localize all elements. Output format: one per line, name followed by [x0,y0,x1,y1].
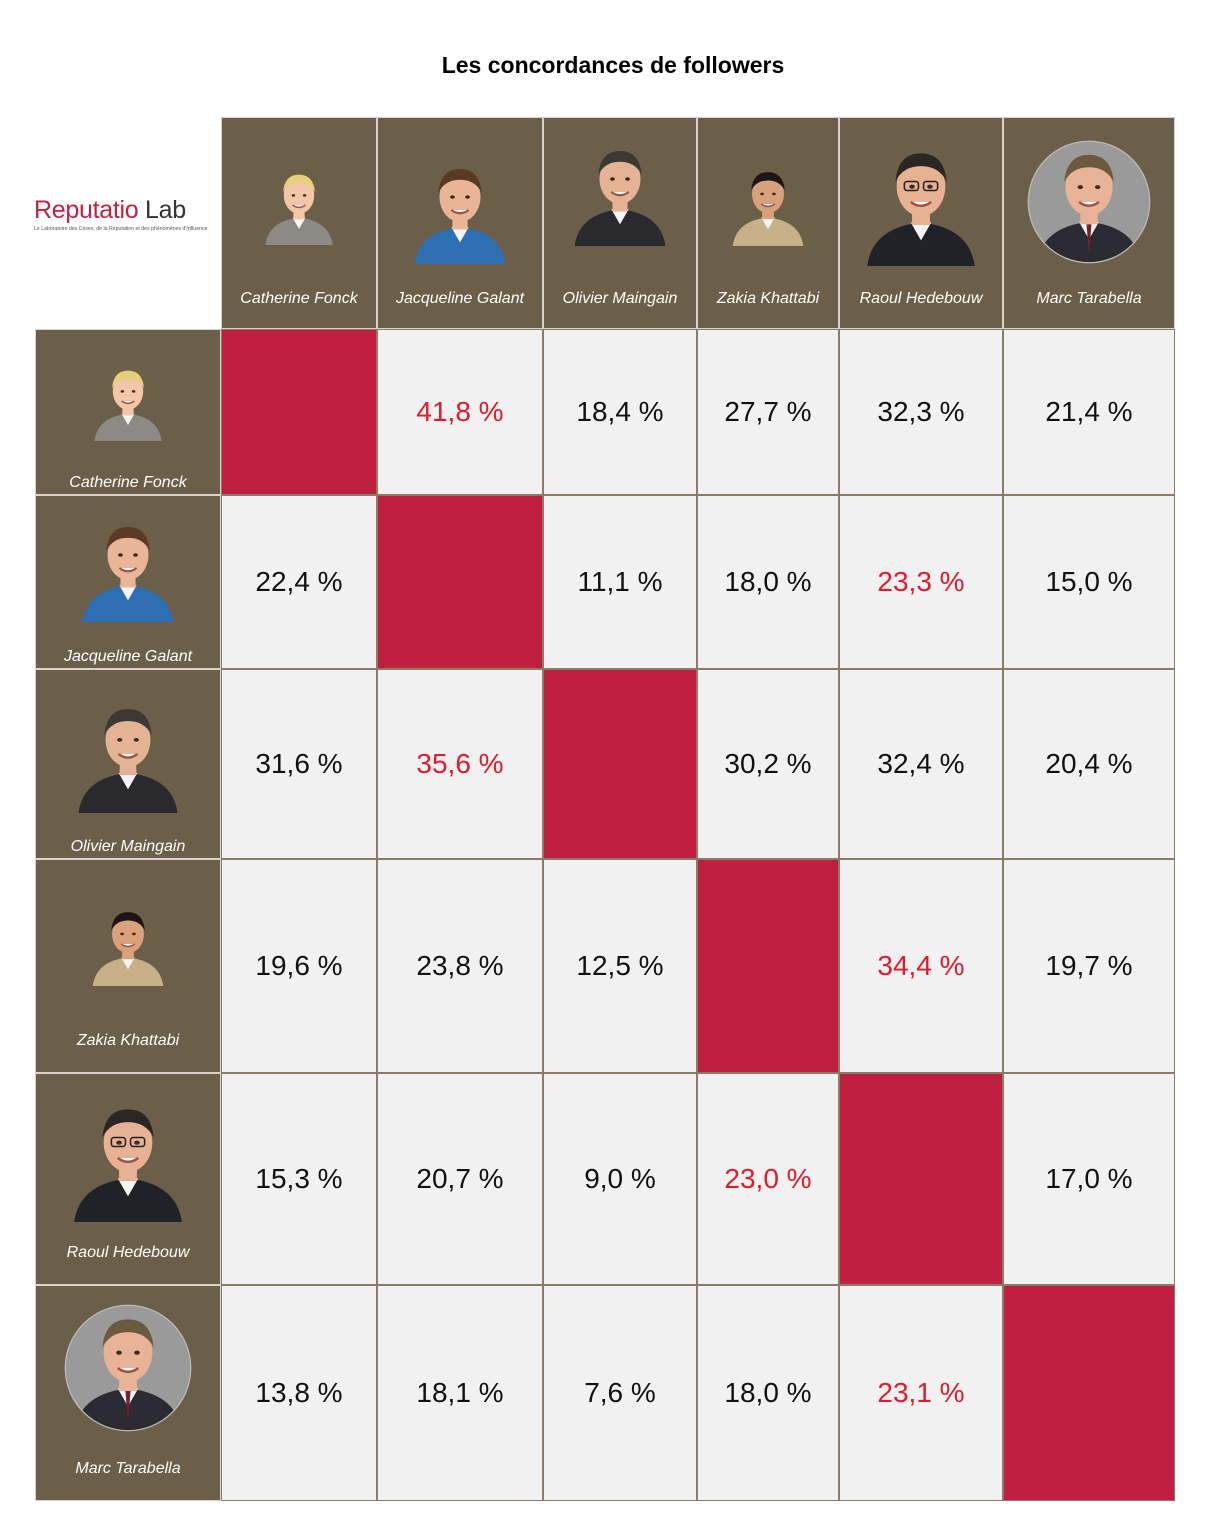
value-cell: 19,6 % [221,859,377,1073]
logo-wordmark: Reputatio Lab [34,196,214,225]
column-header-label: Jacqueline Galant [395,290,525,307]
value-cell: 17,0 % [1003,1073,1175,1285]
column-header-catherine-fonck: Catherine Fonck [221,117,377,329]
column-header-jacqueline-galant: Jacqueline Galant [377,117,543,329]
chart-title: Les concordances de followers [441,52,785,78]
row-header-label: Olivier Maingain [70,838,186,855]
logo-word-2: Lab [144,196,186,224]
portrait-marc-tarabella-icon [64,1304,192,1432]
column-header-label: Zakia Khattabi [716,290,820,307]
value-cell: 19,7 % [1003,859,1175,1073]
value-cell: 31,6 % [221,669,377,859]
diagonal-cell [839,1073,1003,1285]
row-header-label: Catherine Fonck [69,474,187,491]
row-header-jacqueline-galant: Jacqueline Galant [35,495,221,669]
diagonal-cell [1003,1285,1175,1501]
row-header-raoul-hedebouw: Raoul Hedebouw [35,1073,221,1285]
portrait-raoul-hedebouw-icon [74,1109,182,1222]
value-cell: 15,0 % [1003,495,1175,669]
value-cell: 12,5 % [543,859,697,1073]
value-cell: 23,8 % [377,859,543,1073]
logo-tagline: Le Laboratoire des Crises, de la Réputat… [34,226,208,232]
column-header-label: Marc Tarabella [1036,290,1142,307]
value-cell: 27,7 % [697,329,839,495]
row-header-olivier-maingain: Olivier Maingain [35,669,221,859]
row-header-marc-tarabella: Marc Tarabella [35,1285,221,1501]
reputatiolab-logo: Reputatio Lab Le Laboratoire des Crises,… [34,196,214,232]
value-cell: 21,4 % [1003,329,1175,495]
logo-word-1: Reputatio [34,196,139,224]
portrait-catherine-fonck-icon [94,370,162,441]
row-header-label: Raoul Hedebouw [66,1244,190,1261]
row-header-label: Marc Tarabella [75,1460,181,1477]
value-cell: 35,6 % [377,669,543,859]
column-header-label: Catherine Fonck [240,290,358,307]
portrait-marc-tarabella-icon [1027,140,1151,264]
value-cell: 11,1 % [543,495,697,669]
value-cell: 23,0 % [697,1073,839,1285]
portrait-raoul-hedebouw-icon [867,153,975,266]
column-header-label: Raoul Hedebouw [859,290,983,307]
value-cell: 18,4 % [543,329,697,495]
value-cell: 22,4 % [221,495,377,669]
value-cell: 7,6 % [543,1285,697,1501]
portrait-jacqueline-galant-icon [82,526,174,622]
value-cell: 34,4 % [839,859,1003,1073]
row-header-catherine-fonck: Catherine Fonck [35,329,221,495]
column-header-olivier-maingain: Olivier Maingain [543,117,697,329]
column-header-marc-tarabella: Marc Tarabella [1003,117,1175,329]
portrait-olivier-maingain-icon [574,150,666,246]
row-header-label: Jacqueline Galant [63,648,193,665]
portrait-jacqueline-galant-icon [414,168,506,264]
value-cell: 23,3 % [839,495,1003,669]
diagonal-cell [377,495,543,669]
column-header-raoul-hedebouw: Raoul Hedebouw [839,117,1003,329]
row-header-label: Zakia Khattabi [76,1032,180,1049]
value-cell: 18,1 % [377,1285,543,1501]
value-cell: 32,3 % [839,329,1003,495]
diagonal-cell [543,669,697,859]
portrait-olivier-maingain-icon [78,709,178,813]
value-cell: 18,0 % [697,495,839,669]
value-cell: 32,4 % [839,669,1003,859]
value-cell: 13,8 % [221,1285,377,1501]
value-cell: 30,2 % [697,669,839,859]
portrait-zakia-khattabi-icon [732,172,804,246]
column-header-label: Olivier Maingain [562,290,678,307]
portrait-zakia-khattabi-icon [92,912,164,986]
column-header-zakia-khattabi: Zakia Khattabi [697,117,839,329]
diagonal-cell [697,859,839,1073]
diagonal-cell [221,329,377,495]
value-cell: 18,0 % [697,1285,839,1501]
value-cell: 41,8 % [377,329,543,495]
value-cell: 15,3 % [221,1073,377,1285]
value-cell: 9,0 % [543,1073,697,1285]
value-cell: 23,1 % [839,1285,1003,1501]
row-header-zakia-khattabi: Zakia Khattabi [35,859,221,1073]
value-cell: 20,4 % [1003,669,1175,859]
value-cell: 20,7 % [377,1073,543,1285]
portrait-catherine-fonck-icon [265,174,333,245]
